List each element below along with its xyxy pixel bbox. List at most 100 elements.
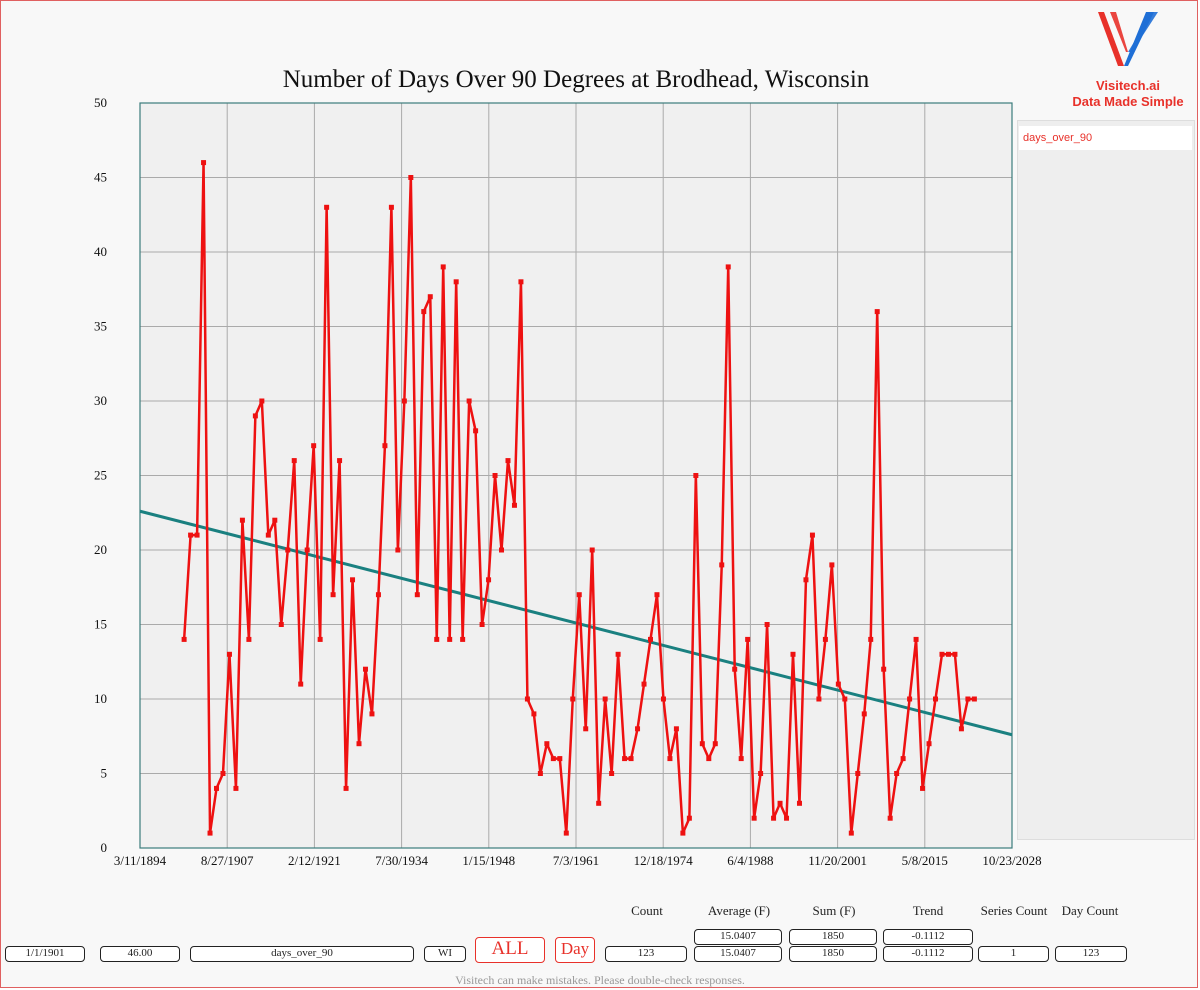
x-tick-label: 1/15/1948 xyxy=(462,853,515,868)
sum-top-box: 1850 xyxy=(789,929,877,945)
data-point xyxy=(518,279,524,285)
y-tick-label: 50 xyxy=(94,95,107,110)
data-point xyxy=(654,592,660,598)
tick-labels: 0 5 10 15 20 25 30 35 40 45 50 3/11/1894 8/27/1907 2/… xyxy=(94,95,1042,868)
data-point xyxy=(868,636,874,642)
data-point xyxy=(725,264,731,270)
y-tick-label: 5 xyxy=(101,766,108,781)
data-point xyxy=(544,741,550,747)
data-point xyxy=(265,532,271,538)
data-point xyxy=(201,160,207,166)
data-point xyxy=(615,651,621,657)
data-point xyxy=(401,398,407,404)
value-field[interactable]: 46.00 xyxy=(100,946,180,962)
data-point xyxy=(343,785,349,791)
data-point xyxy=(829,562,835,568)
count-box: 123 xyxy=(605,946,687,962)
data-point xyxy=(641,681,647,687)
series-field[interactable]: days_over_90 xyxy=(190,946,414,962)
series-layer xyxy=(181,160,977,836)
data-point xyxy=(647,636,653,642)
data-point xyxy=(388,204,394,210)
data-point xyxy=(939,651,945,657)
data-point xyxy=(861,711,867,717)
data-point xyxy=(362,666,368,672)
data-point xyxy=(907,696,913,702)
day-button[interactable]: Day xyxy=(555,937,595,963)
y-tick-label: 15 xyxy=(94,617,107,632)
data-point xyxy=(920,785,926,791)
state-field[interactable]: WI xyxy=(424,946,466,962)
data-point xyxy=(557,756,563,762)
data-point xyxy=(330,592,336,598)
data-point xyxy=(609,771,615,776)
data-point xyxy=(460,636,466,642)
data-point xyxy=(589,547,595,553)
data-point xyxy=(758,771,764,776)
x-tick-label: 11/20/2001 xyxy=(808,853,867,868)
data-point xyxy=(732,666,738,672)
data-point xyxy=(278,622,284,627)
x-tick-label: 5/8/2015 xyxy=(902,853,948,868)
data-point xyxy=(531,711,537,717)
data-point xyxy=(887,815,893,821)
all-button[interactable]: ALL xyxy=(475,937,545,963)
legend-entry-days-over-90[interactable]: days_over_90 xyxy=(1019,126,1192,150)
data-point xyxy=(686,815,692,821)
data-point xyxy=(486,577,492,583)
visitech-v-logo-icon xyxy=(1098,12,1158,66)
data-point xyxy=(673,726,679,732)
data-point xyxy=(511,502,517,508)
data-point xyxy=(479,622,485,627)
data-point xyxy=(298,681,304,687)
data-point xyxy=(660,696,666,702)
data-point xyxy=(181,636,187,642)
average-box: 15.0407 xyxy=(694,946,782,962)
data-point xyxy=(784,815,790,821)
y-tick-label: 20 xyxy=(94,542,107,557)
data-point xyxy=(952,651,958,657)
data-point xyxy=(848,830,854,836)
average-header: Average (F) xyxy=(707,903,771,918)
data-point xyxy=(194,532,200,538)
data-point xyxy=(706,756,712,762)
trend-header: Trend xyxy=(912,903,944,918)
date-field[interactable]: 1/1/1901 xyxy=(5,946,85,962)
data-point xyxy=(842,696,848,702)
data-point xyxy=(816,696,822,702)
data-point xyxy=(453,279,459,285)
data-point xyxy=(602,696,608,702)
data-point xyxy=(570,696,576,702)
data-point xyxy=(259,398,265,404)
logo-name: Visitech.ai xyxy=(1095,78,1161,93)
data-point xyxy=(933,696,939,702)
data-point xyxy=(421,309,427,315)
legend-panel xyxy=(1017,120,1195,840)
data-point xyxy=(771,815,777,821)
x-tick-label: 2/12/1921 xyxy=(288,853,341,868)
data-point xyxy=(252,413,258,419)
data-point xyxy=(239,517,245,523)
data-point xyxy=(881,666,887,672)
data-point xyxy=(550,756,556,762)
y-tick-label: 25 xyxy=(94,468,107,483)
data-point xyxy=(596,800,602,806)
data-point xyxy=(350,577,356,583)
data-point xyxy=(466,398,472,404)
data-point xyxy=(958,726,964,732)
sum-header: Sum (F) xyxy=(812,903,856,918)
chart-title: Number of Days Over 90 Degrees at Brodhe… xyxy=(282,66,870,93)
data-point xyxy=(583,726,589,732)
data-point xyxy=(635,726,641,732)
data-point xyxy=(945,651,951,657)
data-point xyxy=(395,547,401,553)
logo-tagline: Data Made Simple xyxy=(1072,94,1184,109)
data-point xyxy=(375,592,381,598)
series-count-header: Series Count xyxy=(980,903,1048,918)
y-tick-label: 10 xyxy=(94,691,107,706)
data-point xyxy=(311,443,317,449)
y-tick-label: 0 xyxy=(101,840,108,855)
data-point xyxy=(427,294,433,300)
data-point xyxy=(965,696,971,702)
